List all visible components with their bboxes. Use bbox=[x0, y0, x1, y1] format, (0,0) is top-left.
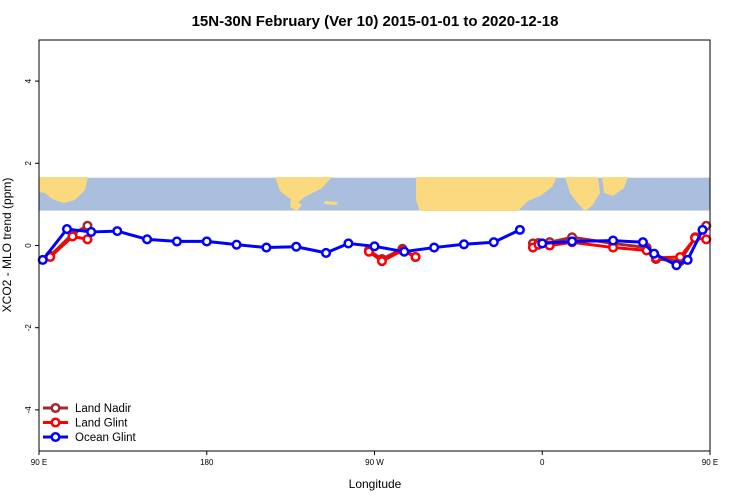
series-layer bbox=[37, 220, 712, 271]
land-africa-arabia bbox=[416, 177, 557, 211]
data-point bbox=[369, 241, 380, 252]
data-point bbox=[514, 224, 525, 235]
data-point bbox=[112, 226, 123, 237]
legend-label: Land Nadir bbox=[75, 403, 131, 415]
land-americas bbox=[275, 177, 332, 203]
data-point bbox=[399, 246, 410, 257]
x-tick-label: 180 bbox=[200, 458, 214, 467]
data-point bbox=[376, 256, 388, 267]
land-islands bbox=[419, 206, 426, 210]
data-point bbox=[142, 234, 153, 245]
data-point bbox=[697, 224, 708, 235]
land-caribbean bbox=[324, 201, 338, 205]
data-point bbox=[608, 235, 619, 246]
data-point bbox=[261, 242, 272, 253]
data-point bbox=[637, 237, 648, 248]
data-point bbox=[682, 254, 693, 265]
legend-marker bbox=[50, 417, 61, 428]
data-point bbox=[537, 238, 548, 249]
chart-title: 15N-30N February (Ver 10) 2015-01-01 to … bbox=[192, 13, 559, 30]
data-point bbox=[488, 237, 499, 248]
data-point bbox=[61, 224, 73, 235]
y-tick-label: -4 bbox=[24, 406, 33, 414]
land-mexico bbox=[290, 197, 302, 211]
data-point bbox=[429, 242, 440, 253]
data-point bbox=[701, 234, 712, 245]
x-tick-label: 0 bbox=[540, 458, 545, 467]
y-axis-title: XCO2 - MLO trend (ppm) bbox=[0, 178, 14, 313]
map-band bbox=[39, 177, 710, 211]
legend-marker bbox=[50, 402, 61, 414]
plot-frame bbox=[38, 39, 711, 452]
land-asia-west bbox=[39, 177, 88, 203]
legend-marker bbox=[50, 431, 61, 443]
land-asia-east bbox=[602, 177, 628, 196]
x-tick-label: 90 E bbox=[31, 458, 47, 467]
data-point bbox=[671, 260, 682, 271]
data-point bbox=[67, 231, 78, 242]
land-india bbox=[565, 177, 600, 211]
x-tick-label: 90 E bbox=[702, 458, 718, 467]
data-point bbox=[82, 234, 93, 245]
x-axis-title: Longitude bbox=[349, 477, 402, 491]
data-point bbox=[343, 238, 354, 249]
y-tick-label: 4 bbox=[24, 78, 33, 83]
map-land-shapes bbox=[39, 177, 628, 211]
data-point bbox=[320, 247, 332, 258]
x-tick-label: 90 W bbox=[365, 458, 384, 467]
data-point bbox=[171, 236, 182, 247]
series-line bbox=[368, 248, 417, 263]
series-ocean-glint bbox=[37, 224, 708, 271]
data-point bbox=[291, 241, 302, 252]
data-point bbox=[410, 251, 421, 263]
data-point bbox=[649, 248, 660, 259]
data-point bbox=[567, 236, 578, 247]
y-tick-label: 2 bbox=[24, 161, 33, 166]
data-point bbox=[458, 239, 470, 250]
legend-label: Land Glint bbox=[75, 418, 128, 430]
legend-item: Ocean Glint bbox=[43, 431, 137, 444]
y-tick-label: -2 bbox=[24, 324, 33, 332]
data-point bbox=[86, 226, 97, 237]
legend-item: Land Nadir bbox=[43, 402, 131, 415]
legend: Land Nadir Land Glint Ocean Glint bbox=[43, 402, 137, 444]
data-point bbox=[37, 254, 48, 265]
data-point bbox=[231, 239, 242, 250]
legend-label: Ocean Glint bbox=[75, 432, 137, 444]
legend-item: Land Glint bbox=[43, 417, 128, 430]
data-point bbox=[201, 236, 212, 247]
y-tick-label: 0 bbox=[24, 243, 33, 248]
